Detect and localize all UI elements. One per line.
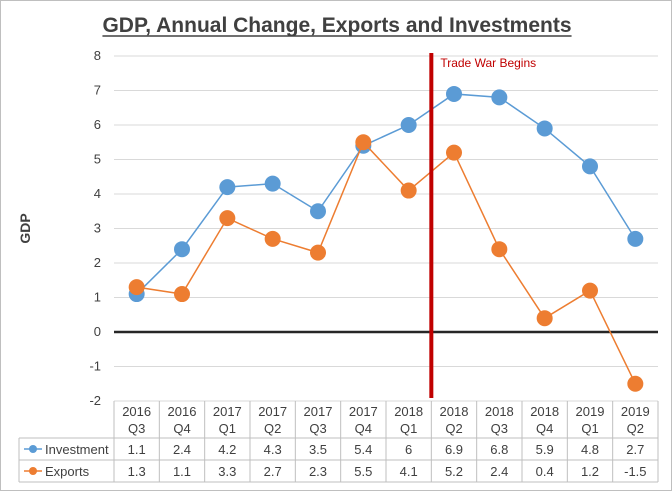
table-value: 2.3 — [309, 464, 327, 479]
y-tick-label: 5 — [94, 152, 101, 167]
category-year-label: 2017 — [349, 404, 378, 419]
series-line-investment — [136, 93, 636, 295]
category-quarter-label: Q2 — [445, 421, 462, 436]
category-quarter-label: Q4 — [536, 421, 553, 436]
category-year-label: 2018 — [485, 404, 514, 419]
data-point-exports — [536, 310, 553, 327]
data-point-exports — [582, 282, 598, 299]
table-value: 2.7 — [264, 464, 282, 479]
table-value: 4.8 — [581, 442, 599, 457]
table-value: 1.3 — [128, 464, 146, 479]
data-point-exports — [627, 375, 644, 392]
category-quarter-label: Q4 — [173, 421, 190, 436]
category-quarter-label: Q2 — [264, 421, 281, 436]
data-point-exports — [355, 134, 372, 151]
data-point-exports — [310, 244, 326, 261]
table-value: 3.3 — [218, 464, 236, 479]
series-line-exports — [136, 140, 637, 385]
data-point-exports — [446, 144, 462, 161]
data-point-investment — [627, 230, 644, 247]
table-value: 1.1 — [173, 464, 191, 479]
table-value: 2.7 — [626, 442, 644, 457]
category-quarter-label: Q1 — [581, 421, 598, 436]
data-point-investment — [536, 120, 553, 137]
y-tick-label: 0 — [94, 324, 101, 339]
category-quarter-label: Q1 — [400, 421, 417, 436]
y-tick-label: -1 — [89, 359, 101, 374]
data-point-exports — [264, 230, 281, 247]
y-tick-label: -2 — [89, 393, 101, 408]
table-value: 6.9 — [445, 442, 463, 457]
category-year-label: 2016 — [168, 404, 197, 419]
table-value: 6.8 — [490, 442, 508, 457]
table-value: 5.4 — [354, 442, 372, 457]
data-point-investment — [400, 117, 417, 133]
y-tick-label: 6 — [94, 117, 101, 132]
table-value: 4.2 — [218, 442, 236, 457]
category-quarter-label: Q3 — [309, 421, 326, 436]
category-year-label: 2018 — [530, 404, 559, 419]
legend-key-marker — [29, 467, 37, 475]
category-quarter-label: Q2 — [627, 421, 644, 436]
category-year-label: 2017 — [213, 404, 242, 419]
table-value: 5.9 — [536, 442, 554, 457]
y-axis-label: GDP — [17, 213, 33, 243]
table-value: 1.2 — [581, 464, 599, 479]
legend-key-marker — [29, 445, 37, 453]
data-point-exports — [128, 279, 145, 296]
data-point-investment — [310, 203, 326, 220]
y-tick-label: 4 — [94, 186, 101, 201]
series-name: Exports — [45, 464, 90, 479]
table-value: 4.1 — [400, 464, 418, 479]
category-quarter-label: Q4 — [355, 421, 372, 436]
chart-title: GDP, Annual Change, Exports and Investme… — [102, 14, 571, 37]
table-value: -1.5 — [624, 464, 646, 479]
data-point-exports — [174, 286, 190, 303]
y-tick-label: 3 — [94, 221, 101, 236]
table-value: 1.1 — [128, 442, 146, 457]
data-point-investment — [582, 158, 598, 175]
y-tick-label: 2 — [94, 255, 101, 270]
category-year-label: 2018 — [440, 404, 469, 419]
y-tick-label: 8 — [94, 48, 101, 63]
table-value: 2.4 — [173, 442, 191, 457]
table-value: 6 — [405, 442, 412, 457]
table-value: 5.5 — [354, 464, 372, 479]
data-point-exports — [491, 241, 508, 258]
category-quarter-label: Q1 — [219, 421, 236, 436]
category-year-label: 2017 — [258, 404, 287, 419]
table-value: 2.4 — [490, 464, 508, 479]
data-point-investment — [491, 89, 508, 106]
table-value: 5.2 — [445, 464, 463, 479]
trade-war-label: Trade War Begins — [440, 56, 536, 70]
data-point-exports — [400, 182, 417, 199]
category-quarter-label: Q3 — [491, 421, 508, 436]
category-year-label: 2018 — [394, 404, 423, 419]
data-point-exports — [219, 210, 236, 227]
category-year-label: 2017 — [304, 404, 333, 419]
table-value: 0.4 — [536, 464, 554, 479]
data-point-investment — [174, 241, 190, 258]
category-year-label: 2016 — [122, 404, 151, 419]
table-value: 4.3 — [264, 442, 282, 457]
category-quarter-label: Q3 — [128, 421, 145, 436]
series-name: Investment — [45, 442, 109, 457]
y-tick-label: 1 — [94, 290, 101, 305]
data-point-investment — [219, 179, 236, 196]
data-point-investment — [264, 175, 281, 192]
category-year-label: 2019 — [576, 404, 605, 419]
table-value: 3.5 — [309, 442, 327, 457]
y-tick-label: 7 — [94, 83, 101, 98]
category-year-label: 2019 — [621, 404, 650, 419]
data-point-investment — [446, 85, 462, 102]
